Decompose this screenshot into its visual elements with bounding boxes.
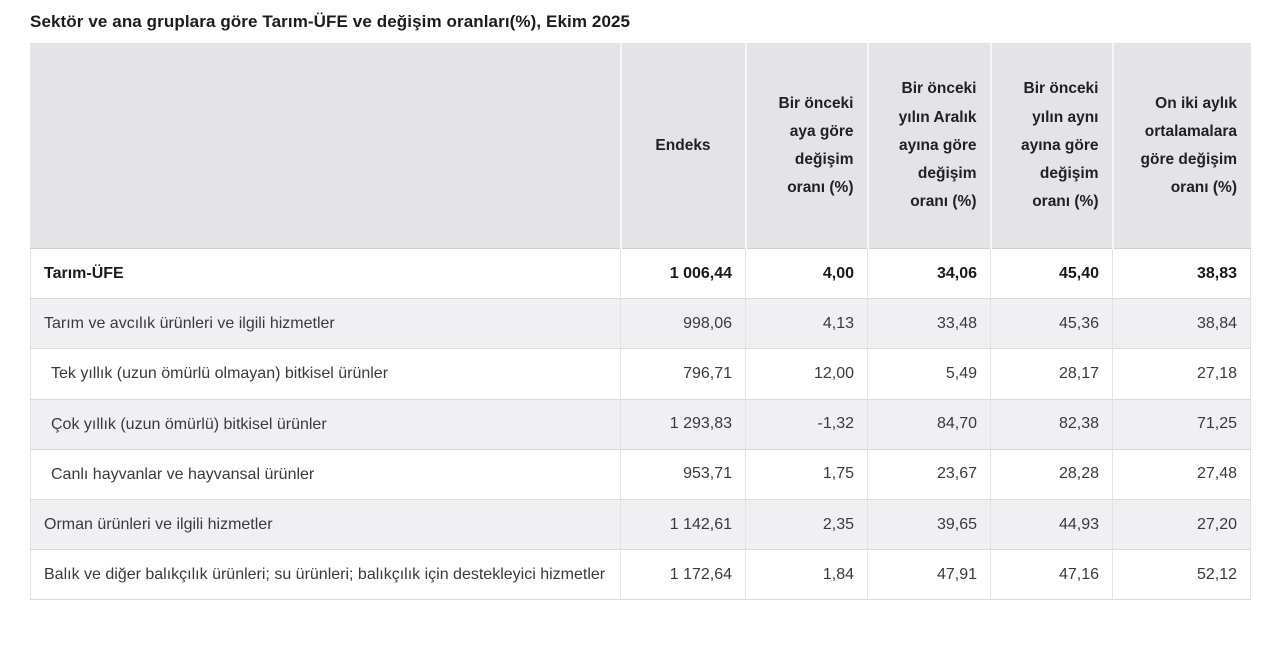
cell-since-december-change: 39,65: [867, 499, 991, 551]
cell-monthly-change: -1,32: [745, 399, 868, 450]
table-header: Endeks Bir önceki aya göre değişim oranı…: [30, 43, 1251, 249]
table-row-tarim-avcilik: Tarım ve avcılık ürünleri ve ilgili hizm…: [30, 298, 1251, 350]
cell-yoy-change: 45,36: [990, 298, 1113, 350]
col-header-endeks: Endeks: [620, 43, 747, 249]
table-row-canli-hayvanlar: Canlı hayvanlar ve hayvansal ürünler 953…: [30, 449, 1251, 500]
cell-monthly-change: 12,00: [745, 348, 868, 400]
col-header-sector: [30, 43, 622, 249]
row-label: Orman ürünleri ve ilgili hizmetler: [30, 499, 621, 551]
cell-twelve-month-avg-change: 52,12: [1112, 549, 1251, 601]
cell-yoy-change: 47,16: [990, 549, 1113, 601]
cell-since-december-change: 47,91: [867, 549, 991, 601]
table-row-tarim-ufe: Tarım-ÜFE 1 006,44 4,00 34,06 45,40 38,8…: [30, 248, 1251, 300]
cell-monthly-change: 1,75: [745, 449, 868, 500]
cell-monthly-change: 2,35: [745, 499, 868, 551]
page-title: Sektör ve ana gruplara göre Tarım-ÜFE ve…: [30, 12, 631, 31]
table-header-row: Endeks Bir önceki aya göre değişim oranı…: [30, 43, 1251, 249]
cell-since-december-change: 84,70: [867, 399, 991, 450]
table-row-balik: Balık ve diğer balıkçılık ürünleri; su ü…: [30, 549, 1251, 601]
table-row-tek-yillik: Tek yıllık (uzun ömürlü olmayan) bitkise…: [30, 348, 1251, 400]
cell-twelve-month-avg-change: 38,83: [1112, 248, 1251, 300]
cell-yoy-change: 82,38: [990, 399, 1113, 450]
cell-yoy-change: 45,40: [990, 248, 1113, 300]
cell-endeks: 1 142,61: [620, 499, 746, 551]
row-label: Canlı hayvanlar ve hayvansal ürünler: [30, 449, 621, 500]
agriculture-ppi-table: Endeks Bir önceki aya göre değişim oranı…: [30, 43, 1251, 601]
cell-since-december-change: 23,67: [867, 449, 991, 500]
cell-twelve-month-avg-change: 27,48: [1112, 449, 1251, 500]
col-header-monthly-change: Bir önceki aya göre değişim oranı (%): [745, 43, 869, 249]
cell-yoy-change: 28,17: [990, 348, 1113, 400]
table-row-orman: Orman ürünleri ve ilgili hizmetler 1 142…: [30, 499, 1251, 551]
cell-monthly-change: 1,84: [745, 549, 868, 601]
cell-twelve-month-avg-change: 27,20: [1112, 499, 1251, 551]
cell-endeks: 953,71: [620, 449, 746, 500]
cell-monthly-change: 4,00: [745, 248, 868, 300]
cell-since-december-change: 34,06: [867, 248, 991, 300]
cell-yoy-change: 44,93: [990, 499, 1113, 551]
cell-twelve-month-avg-change: 38,84: [1112, 298, 1251, 350]
table-row-cok-yillik: Çok yıllık (uzun ömürlü) bitkisel ürünle…: [30, 399, 1251, 450]
cell-endeks: 1 006,44: [620, 248, 746, 300]
row-label: Tarım ve avcılık ürünleri ve ilgili hizm…: [30, 298, 621, 350]
cell-endeks: 1 293,83: [620, 399, 746, 450]
cell-since-december-change: 5,49: [867, 348, 991, 400]
page-container: Sektör ve ana gruplara göre Tarım-ÜFE ve…: [30, 12, 1251, 601]
col-header-since-december-change: Bir önceki yılın Aralık ayına göre değiş…: [867, 43, 992, 249]
cell-monthly-change: 4,13: [745, 298, 868, 350]
cell-endeks: 1 172,64: [620, 549, 746, 601]
cell-since-december-change: 33,48: [867, 298, 991, 350]
cell-endeks: 998,06: [620, 298, 746, 350]
cell-endeks: 796,71: [620, 348, 746, 400]
row-label: Balık ve diğer balıkçılık ürünleri; su ü…: [30, 549, 621, 601]
col-header-yoy-change: Bir önceki yılın aynı ayına göre değişim…: [990, 43, 1114, 249]
col-header-twelve-month-avg-change: On iki aylık ortalamalara göre değişim o…: [1112, 43, 1251, 249]
row-label: Çok yıllık (uzun ömürlü) bitkisel ürünle…: [30, 399, 621, 450]
row-label: Tarım-ÜFE: [30, 248, 621, 300]
row-label: Tek yıllık (uzun ömürlü olmayan) bitkise…: [30, 348, 621, 400]
table-body: Tarım-ÜFE 1 006,44 4,00 34,06 45,40 38,8…: [30, 248, 1251, 601]
cell-yoy-change: 28,28: [990, 449, 1113, 500]
cell-twelve-month-avg-change: 27,18: [1112, 348, 1251, 400]
cell-twelve-month-avg-change: 71,25: [1112, 399, 1251, 450]
